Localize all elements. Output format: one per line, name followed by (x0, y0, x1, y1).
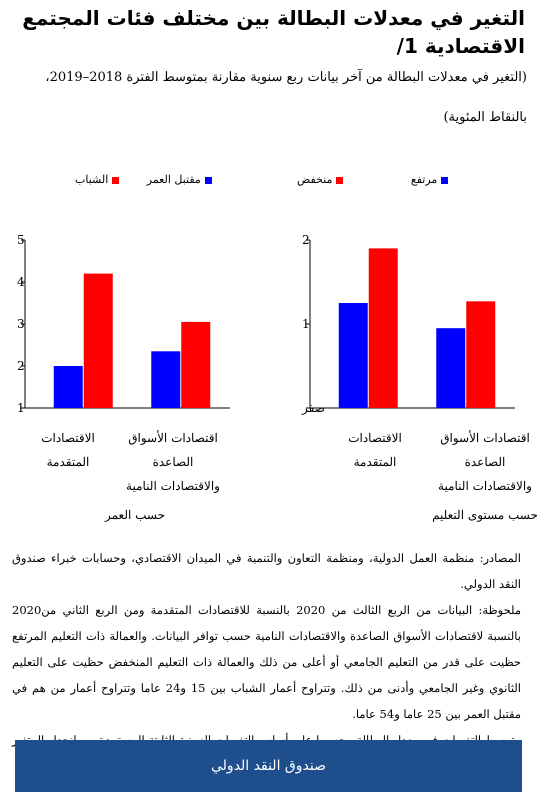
chart-education: صفر 1 2 (290, 225, 520, 425)
chart-title: التغير في معدلات البطالة بين مختلف فئات … (10, 4, 525, 60)
chart-age: 1 2 3 4 5 (5, 225, 235, 425)
category-line: اقتصادات الأسواق (430, 426, 537, 450)
category-line: الاقتصادات (18, 426, 118, 450)
panel-label-age: حسب العمر (80, 508, 190, 522)
y-tick-label: 3 (17, 317, 25, 331)
y-tick-label: 2 (17, 359, 25, 373)
bar (84, 274, 113, 408)
legend-education: مرتفع منخفض (297, 173, 452, 186)
category-line: الاقتصادات (325, 426, 425, 450)
bar (54, 366, 83, 408)
legend-swatch-high (441, 177, 448, 184)
bar (466, 301, 495, 408)
chart-subtitle: (التغير في معدلات البطالة من آخر بيانات … (10, 58, 527, 138)
category-line: الصاعدة (430, 450, 537, 474)
legend-label-prime-age: مقتبل العمر (147, 173, 201, 186)
y-tick-label: 5 (17, 233, 25, 247)
category-line: المتقدمة (18, 450, 118, 474)
legend-label-high: مرتفع (411, 173, 437, 186)
legend-item-youth: الشباب (75, 173, 123, 186)
category-line: والاقتصادات النامية (430, 474, 537, 498)
sources-note: المصادر: منظمة العمل الدولية، ومنظمة الت… (12, 545, 521, 597)
bar (339, 303, 368, 408)
imf-footer-banner: صندوق النقد الدولي (15, 740, 522, 792)
methodology-note: ملحوظة: البيانات من الربع الثالث من 2020… (12, 597, 521, 727)
bar (181, 322, 210, 408)
y-tick-label: صفر (301, 401, 325, 415)
category-line: والاقتصادات النامية (118, 474, 228, 498)
category-label-edu-advanced: الاقتصادات المتقدمة (325, 426, 425, 474)
legend-age: مقتبل العمر الشباب (75, 173, 216, 186)
bar (436, 328, 465, 408)
bar (151, 351, 180, 408)
category-line: اقتصادات الأسواق (118, 426, 228, 450)
legend-item-prime-age: مقتبل العمر (147, 173, 216, 186)
legend-swatch-prime-age (205, 177, 212, 184)
bar (369, 248, 398, 408)
category-label-age-advanced: الاقتصادات المتقدمة (18, 426, 118, 474)
y-tick-label: 1 (17, 401, 25, 415)
category-label-edu-emerging: اقتصادات الأسواق الصاعدة والاقتصادات الن… (430, 426, 537, 498)
legend-swatch-youth (112, 177, 119, 184)
category-label-age-emerging: اقتصادات الأسواق الصاعدة والاقتصادات الن… (118, 426, 228, 498)
y-tick-label: 1 (302, 317, 310, 331)
y-tick-label: 4 (17, 275, 25, 289)
y-tick-label: 2 (302, 233, 310, 247)
footer-label: صندوق النقد الدولي (211, 758, 326, 774)
legend-item-high: مرتفع (411, 173, 452, 186)
legend-swatch-low (336, 177, 343, 184)
legend-label-youth: الشباب (75, 173, 108, 186)
legend-item-low: منخفض (297, 173, 347, 186)
panel-label-education: حسب مستوى التعليم (430, 508, 537, 522)
legend-label-low: منخفض (297, 173, 332, 186)
category-line: الصاعدة (118, 450, 228, 474)
category-line: المتقدمة (325, 450, 425, 474)
